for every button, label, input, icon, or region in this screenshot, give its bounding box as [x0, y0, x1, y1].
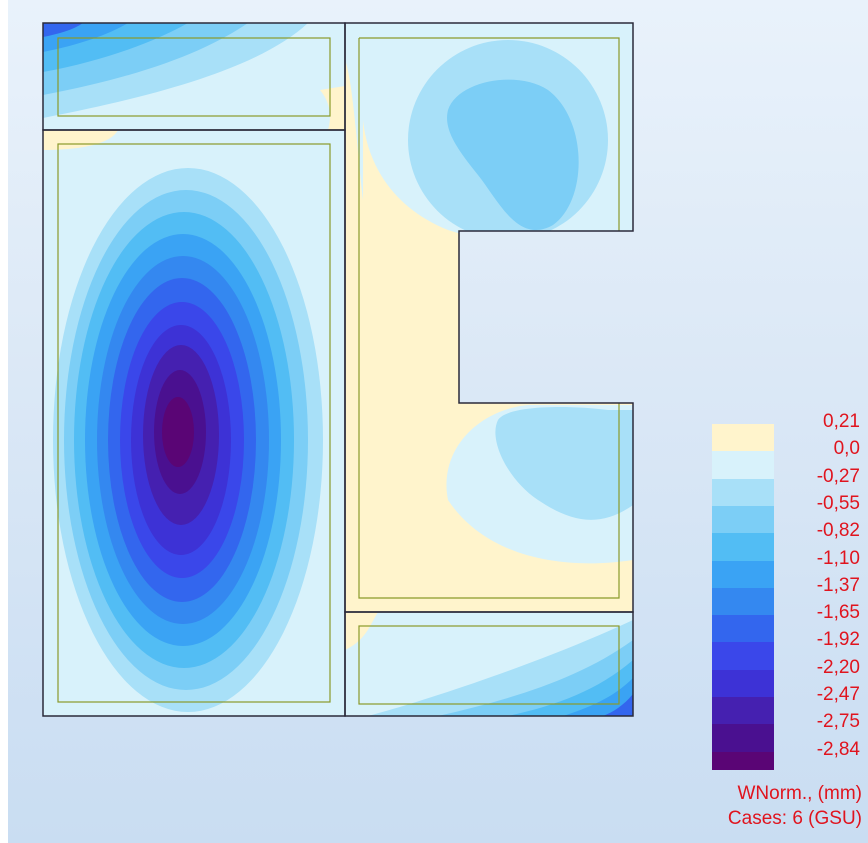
slab-panel-bottom-right [345, 612, 633, 716]
slab-panel-left [43, 130, 345, 716]
deflection-contour-plot [42, 22, 634, 717]
slab-outlines [42, 22, 634, 717]
slab-panel-top-left [43, 23, 345, 130]
result-viewport[interactable] [8, 0, 868, 843]
slab-panel-right [345, 23, 633, 612]
inner-offset-lines [57, 37, 620, 705]
